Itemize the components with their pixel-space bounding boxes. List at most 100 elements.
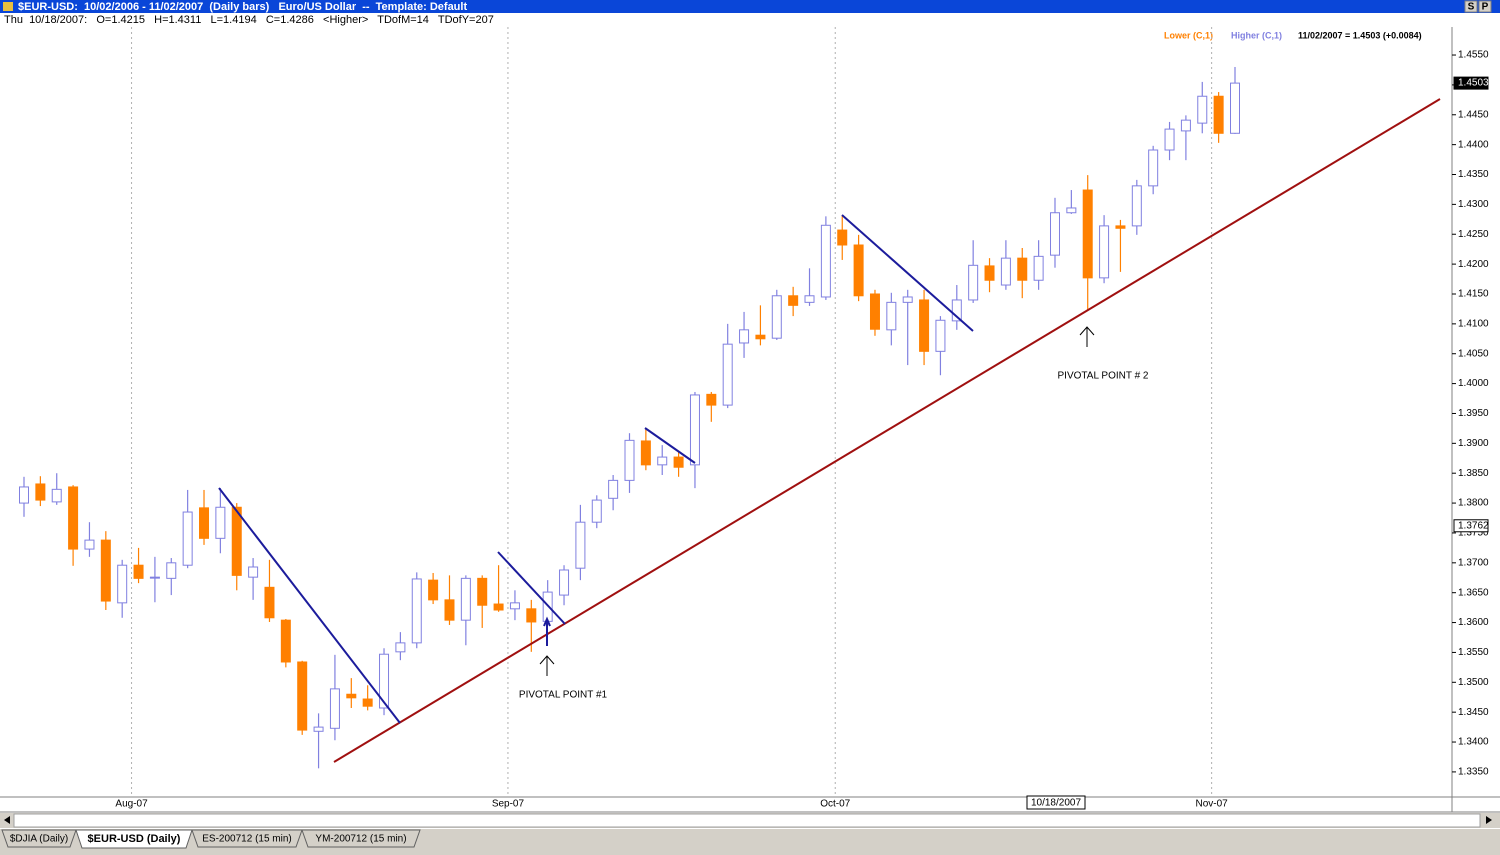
cursor-date: 10/18/2007 <box>1031 798 1081 809</box>
tab[interactable] <box>301 829 421 848</box>
y-tick-label: 1.4300 <box>1458 199 1489 210</box>
y-tick-label: 1.3950 <box>1458 408 1489 419</box>
scroll-track[interactable] <box>13 813 1481 828</box>
candle-body-up <box>166 562 177 579</box>
price-marker-label: 1.3762 <box>1458 520 1489 531</box>
candle-body-up <box>820 224 831 298</box>
candle-body-down <box>346 693 357 699</box>
candle-body-up <box>1099 225 1110 279</box>
y-tick-label: 1.3800 <box>1458 498 1489 509</box>
tab-label[interactable]: $EUR-USD (Daily) <box>88 833 181 845</box>
candle-body-down <box>297 661 308 731</box>
y-tick-label: 1.3500 <box>1458 677 1489 688</box>
window-button[interactable] <box>1464 0 1478 13</box>
candle-body-up <box>51 488 62 503</box>
down-trend-line <box>218 487 401 724</box>
candle-body-down <box>68 486 79 550</box>
candle-body-down <box>35 483 46 501</box>
tab[interactable] <box>191 829 303 848</box>
y-tick-label: 1.4150 <box>1458 289 1489 300</box>
y-tick-label: 1.3600 <box>1458 617 1489 628</box>
price-marker <box>1453 76 1489 90</box>
candle-body-down <box>1115 225 1126 229</box>
tab-label[interactable]: $DJIA (Daily) <box>10 834 68 845</box>
candle-body-up <box>1000 257 1011 286</box>
candle-body-up <box>968 264 979 301</box>
x-tick-label: Sep-07 <box>492 799 525 810</box>
window-button-label[interactable]: S <box>1468 2 1475 13</box>
x-tick-label: Oct-07 <box>820 799 850 810</box>
y-tick-label: 1.4350 <box>1458 169 1489 180</box>
candle-body-up <box>411 578 422 644</box>
candle-body-down <box>280 619 291 663</box>
drawings: PIVOTAL POINT #1 PIVOTAL POINT # 2 <box>218 98 1441 763</box>
arrow <box>543 616 551 646</box>
candle-body-down <box>869 293 880 330</box>
price-marker <box>1453 519 1489 533</box>
y-tick-label: 1.4450 <box>1458 109 1489 120</box>
candle-body-up <box>1131 185 1142 227</box>
candle-body-up <box>935 319 946 352</box>
y-tick-label: 1.4550 <box>1458 50 1489 61</box>
candle-body-up <box>1066 207 1077 214</box>
candle-body-up <box>182 511 193 566</box>
candle-body-up <box>395 642 406 653</box>
y-tick-label: 1.4200 <box>1458 259 1489 270</box>
candle-body-up <box>19 486 29 504</box>
candle-body-up <box>1197 95 1208 124</box>
tab[interactable] <box>1 829 77 848</box>
candle-body-up <box>689 394 700 466</box>
candle-body-up <box>591 499 602 523</box>
candle-body-down <box>133 564 144 579</box>
window-button-label[interactable]: P <box>1482 2 1489 13</box>
scroll-right[interactable] <box>1486 816 1492 824</box>
candle-body-up <box>248 566 259 578</box>
tab-label[interactable]: YM-200712 (15 min) <box>315 834 406 845</box>
candle-body-up <box>624 439 635 481</box>
candle-body-down <box>362 698 373 707</box>
bar-info: Thu 10/18/2007: O=1.4215 H=1.4311 L=1.41… <box>4 14 494 26</box>
candle-body-up <box>1180 119 1191 132</box>
legend-entry: Lower (C,1) <box>1164 30 1213 40</box>
candle-body-up <box>1148 149 1159 187</box>
candle-body-up <box>149 576 160 579</box>
candle-body-up <box>722 343 733 406</box>
tab-active[interactable] <box>75 829 193 849</box>
candle-body-up <box>509 602 520 610</box>
candle-body-down <box>526 608 537 623</box>
candle-body-up <box>84 539 95 550</box>
cursor-date-box <box>1026 795 1086 810</box>
candle-body-down <box>755 334 766 340</box>
y-tick-label: 1.3900 <box>1458 438 1489 449</box>
candle-body-down <box>919 299 930 352</box>
down-trend-line <box>644 427 696 464</box>
candle-body-up <box>329 688 340 729</box>
annotation: PIVOTAL POINT #1 <box>519 690 608 701</box>
y-tick-label: 1.3700 <box>1458 557 1489 568</box>
candle-body-down <box>428 579 439 601</box>
candle-body-down <box>444 599 455 621</box>
candle-body-down <box>100 539 111 602</box>
candle-body-down <box>673 456 684 468</box>
candle-body-up <box>1049 212 1060 256</box>
scroll-left[interactable] <box>4 816 10 824</box>
candle-body-down <box>231 506 242 576</box>
candle-body-up <box>804 295 815 303</box>
y-tick-label: 1.4400 <box>1458 139 1489 150</box>
window-button[interactable] <box>1478 0 1492 13</box>
candle-body-up <box>1230 82 1240 134</box>
candle-body-down <box>1082 189 1093 279</box>
price-marker-label: 1.4503 <box>1458 78 1489 89</box>
y-tick-label: 1.4050 <box>1458 348 1489 359</box>
candle-body-up <box>215 506 226 539</box>
tab-label[interactable]: ES-200712 (15 min) <box>202 834 292 845</box>
down-trend-line <box>841 214 974 332</box>
candle-body-down <box>837 229 848 246</box>
y-tick-label: 1.4100 <box>1458 318 1489 329</box>
candle-body-up <box>1164 128 1175 151</box>
candle-body-up <box>608 479 619 499</box>
candle-body-up <box>559 569 570 596</box>
